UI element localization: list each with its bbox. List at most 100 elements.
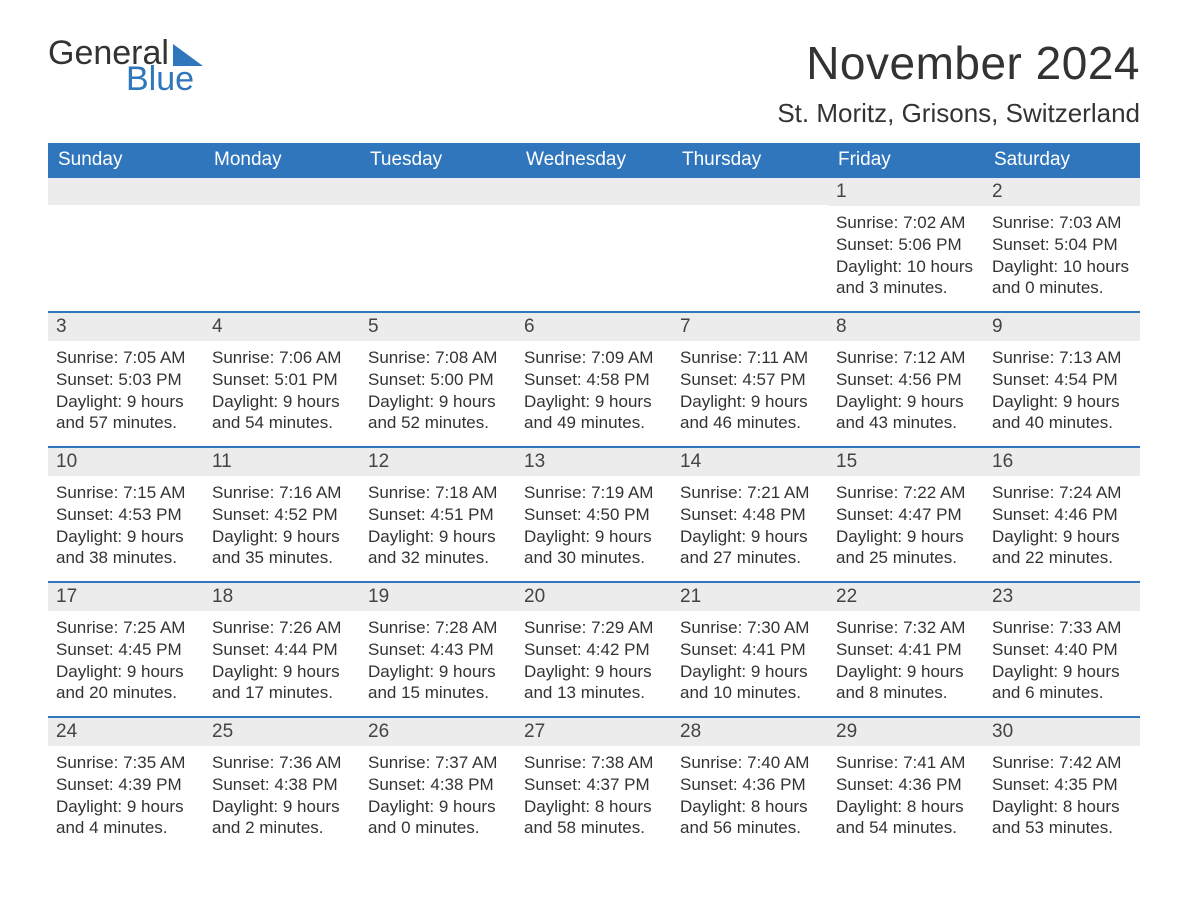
cell-body: Sunrise: 7:18 AMSunset: 4:51 PMDaylight:…	[360, 476, 516, 569]
sunset-text: Sunset: 4:41 PM	[680, 639, 820, 661]
calendar-cell: 19Sunrise: 7:28 AMSunset: 4:43 PMDayligh…	[360, 583, 516, 716]
calendar-week: 17 Sunrise: 7:25 AMSunset: 4:45 PMDayligh…	[48, 581, 1140, 716]
sunset-text: Sunset: 5:06 PM	[836, 234, 976, 256]
calendar-cell: 24Sunrise: 7:35 AMSunset: 4:39 PMDayligh…	[48, 718, 204, 851]
cell-body: Sunrise: 7:29 AMSunset: 4:42 PMDaylight:…	[516, 611, 672, 704]
calendar-cell: 30Sunrise: 7:42 AMSunset: 4:35 PMDayligh…	[984, 718, 1140, 851]
day-number: 29	[836, 721, 857, 742]
daylight-text: Daylight: 9 hours and 46 minutes.	[680, 391, 820, 435]
logo-text-blue: Blue	[126, 62, 207, 96]
calendar-cell: 18Sunrise: 7:26 AMSunset: 4:44 PMDayligh…	[204, 583, 360, 716]
daylight-text: Daylight: 9 hours and 40 minutes.	[992, 391, 1132, 435]
title-block: November 2024 St. Moritz, Grisons, Switz…	[777, 36, 1140, 129]
sunrise-text: Sunrise: 7:35 AM	[56, 752, 196, 774]
page-title: November 2024	[777, 36, 1140, 90]
day-number: 11	[212, 451, 232, 472]
daylight-text: Daylight: 9 hours and 22 minutes.	[992, 526, 1132, 570]
cell-body: Sunrise: 7:32 AMSunset: 4:41 PMDaylight:…	[828, 611, 984, 704]
daylight-text: Daylight: 9 hours and 13 minutes.	[524, 661, 664, 705]
sunset-text: Sunset: 4:43 PM	[368, 639, 508, 661]
dow-label: Saturday	[984, 143, 1140, 178]
calendar-cell	[672, 178, 828, 311]
daylight-text: Daylight: 9 hours and 4 minutes.	[56, 796, 196, 840]
sunrise-text: Sunrise: 7:12 AM	[836, 347, 976, 369]
cell-body: Sunrise: 7:21 AMSunset: 4:48 PMDaylight:…	[672, 476, 828, 569]
day-number: 8	[836, 316, 847, 337]
calendar-cell	[360, 178, 516, 311]
sunrise-text: Sunrise: 7:29 AM	[524, 617, 664, 639]
cell-body: Sunrise: 7:41 AMSunset: 4:36 PMDaylight:…	[828, 746, 984, 839]
day-number-row: 11	[204, 448, 360, 476]
calendar-cell: 15 Sunrise: 7:22 AMSunset: 4:47 PMDayligh…	[828, 448, 984, 581]
day-number-row: 12	[360, 448, 516, 476]
day-number-row: 27	[516, 718, 672, 746]
sunset-text: Sunset: 4:50 PM	[524, 504, 664, 526]
day-number: 21	[680, 586, 701, 607]
day-number-row: 5	[360, 313, 516, 341]
sunrise-text: Sunrise: 7:37 AM	[368, 752, 508, 774]
cell-body: Sunrise: 7:15 AMSunset: 4:53 PMDaylight:…	[48, 476, 204, 569]
sunset-text: Sunset: 4:56 PM	[836, 369, 976, 391]
calendar-cell	[204, 178, 360, 311]
dow-label: Wednesday	[516, 143, 672, 178]
day-number-row: 28	[672, 718, 828, 746]
sunset-text: Sunset: 4:48 PM	[680, 504, 820, 526]
calendar-week: 10Sunrise: 7:15 AMSunset: 4:53 PMDayligh…	[48, 446, 1140, 581]
day-number-row: 6	[516, 313, 672, 341]
day-number: 18	[212, 586, 233, 607]
daylight-text: Daylight: 9 hours and 25 minutes.	[836, 526, 976, 570]
daylight-text: Daylight: 9 hours and 17 minutes.	[212, 661, 352, 705]
sunset-text: Sunset: 5:04 PM	[992, 234, 1132, 256]
sunrise-text: Sunrise: 7:28 AM	[368, 617, 508, 639]
cell-body: Sunrise: 7:06 AMSunset: 5:01 PMDaylight:…	[204, 341, 360, 434]
day-number-row: 22	[828, 583, 984, 611]
sunset-text: Sunset: 4:35 PM	[992, 774, 1132, 796]
cell-body: Sunrise: 7:28 AMSunset: 4:43 PMDaylight:…	[360, 611, 516, 704]
sunrise-text: Sunrise: 7:02 AM	[836, 212, 976, 234]
dow-label: Sunday	[48, 143, 204, 178]
sunset-text: Sunset: 4:47 PM	[836, 504, 976, 526]
calendar-week: 24Sunrise: 7:35 AMSunset: 4:39 PMDayligh…	[48, 716, 1140, 851]
calendar-cell: 4Sunrise: 7:06 AMSunset: 5:01 PMDaylight…	[204, 313, 360, 446]
calendar: SundayMondayTuesdayWednesdayThursdayFrid…	[48, 143, 1140, 851]
sunset-text: Sunset: 4:54 PM	[992, 369, 1132, 391]
sunset-text: Sunset: 4:36 PM	[836, 774, 976, 796]
sunset-text: Sunset: 4:52 PM	[212, 504, 352, 526]
sunrise-text: Sunrise: 7:15 AM	[56, 482, 196, 504]
day-number-row: 16	[984, 448, 1140, 476]
calendar-cell: 20Sunrise: 7:29 AMSunset: 4:42 PMDayligh…	[516, 583, 672, 716]
calendar-cell: 6Sunrise: 7:09 AMSunset: 4:58 PMDaylight…	[516, 313, 672, 446]
day-number-row: 14	[672, 448, 828, 476]
day-number-row: 29	[828, 718, 984, 746]
day-number-row	[516, 178, 672, 205]
calendar-cell: 23Sunrise: 7:33 AMSunset: 4:40 PMDayligh…	[984, 583, 1140, 716]
sunset-text: Sunset: 4:38 PM	[212, 774, 352, 796]
dow-label: Tuesday	[360, 143, 516, 178]
day-number-row: 17	[48, 583, 204, 611]
sunrise-text: Sunrise: 7:22 AM	[836, 482, 976, 504]
cell-body: Sunrise: 7:03 AMSunset: 5:04 PMDaylight:…	[984, 206, 1140, 299]
daylight-text: Daylight: 9 hours and 6 minutes.	[992, 661, 1132, 705]
day-number: 15	[836, 451, 857, 472]
day-of-week-header: SundayMondayTuesdayWednesdayThursdayFrid…	[48, 143, 1140, 178]
day-number: 17	[56, 586, 77, 607]
day-number-row: 7	[672, 313, 828, 341]
sunset-text: Sunset: 4:40 PM	[992, 639, 1132, 661]
calendar-cell: 21 Sunrise: 7:30 AMSunset: 4:41 PMDayligh…	[672, 583, 828, 716]
daylight-text: Daylight: 9 hours and 57 minutes.	[56, 391, 196, 435]
day-number-row: 25	[204, 718, 360, 746]
calendar-week: 1 Sunrise: 7:02 AMSunset: 5:06 PMDaylight…	[48, 178, 1140, 311]
daylight-text: Daylight: 9 hours and 35 minutes.	[212, 526, 352, 570]
logo: General Blue	[48, 36, 207, 96]
cell-body: Sunrise: 7:25 AMSunset: 4:45 PMDaylight:…	[48, 611, 204, 704]
sunrise-text: Sunrise: 7:16 AM	[212, 482, 352, 504]
day-number: 1	[836, 181, 847, 202]
daylight-text: Daylight: 8 hours and 53 minutes.	[992, 796, 1132, 840]
sunset-text: Sunset: 4:58 PM	[524, 369, 664, 391]
day-number: 7	[680, 316, 691, 337]
day-number: 30	[992, 721, 1013, 742]
sunrise-text: Sunrise: 7:19 AM	[524, 482, 664, 504]
cell-body: Sunrise: 7:02 AMSunset: 5:06 PMDaylight:…	[828, 206, 984, 299]
sunset-text: Sunset: 4:45 PM	[56, 639, 196, 661]
cell-body: Sunrise: 7:30 AMSunset: 4:41 PMDaylight:…	[672, 611, 828, 704]
